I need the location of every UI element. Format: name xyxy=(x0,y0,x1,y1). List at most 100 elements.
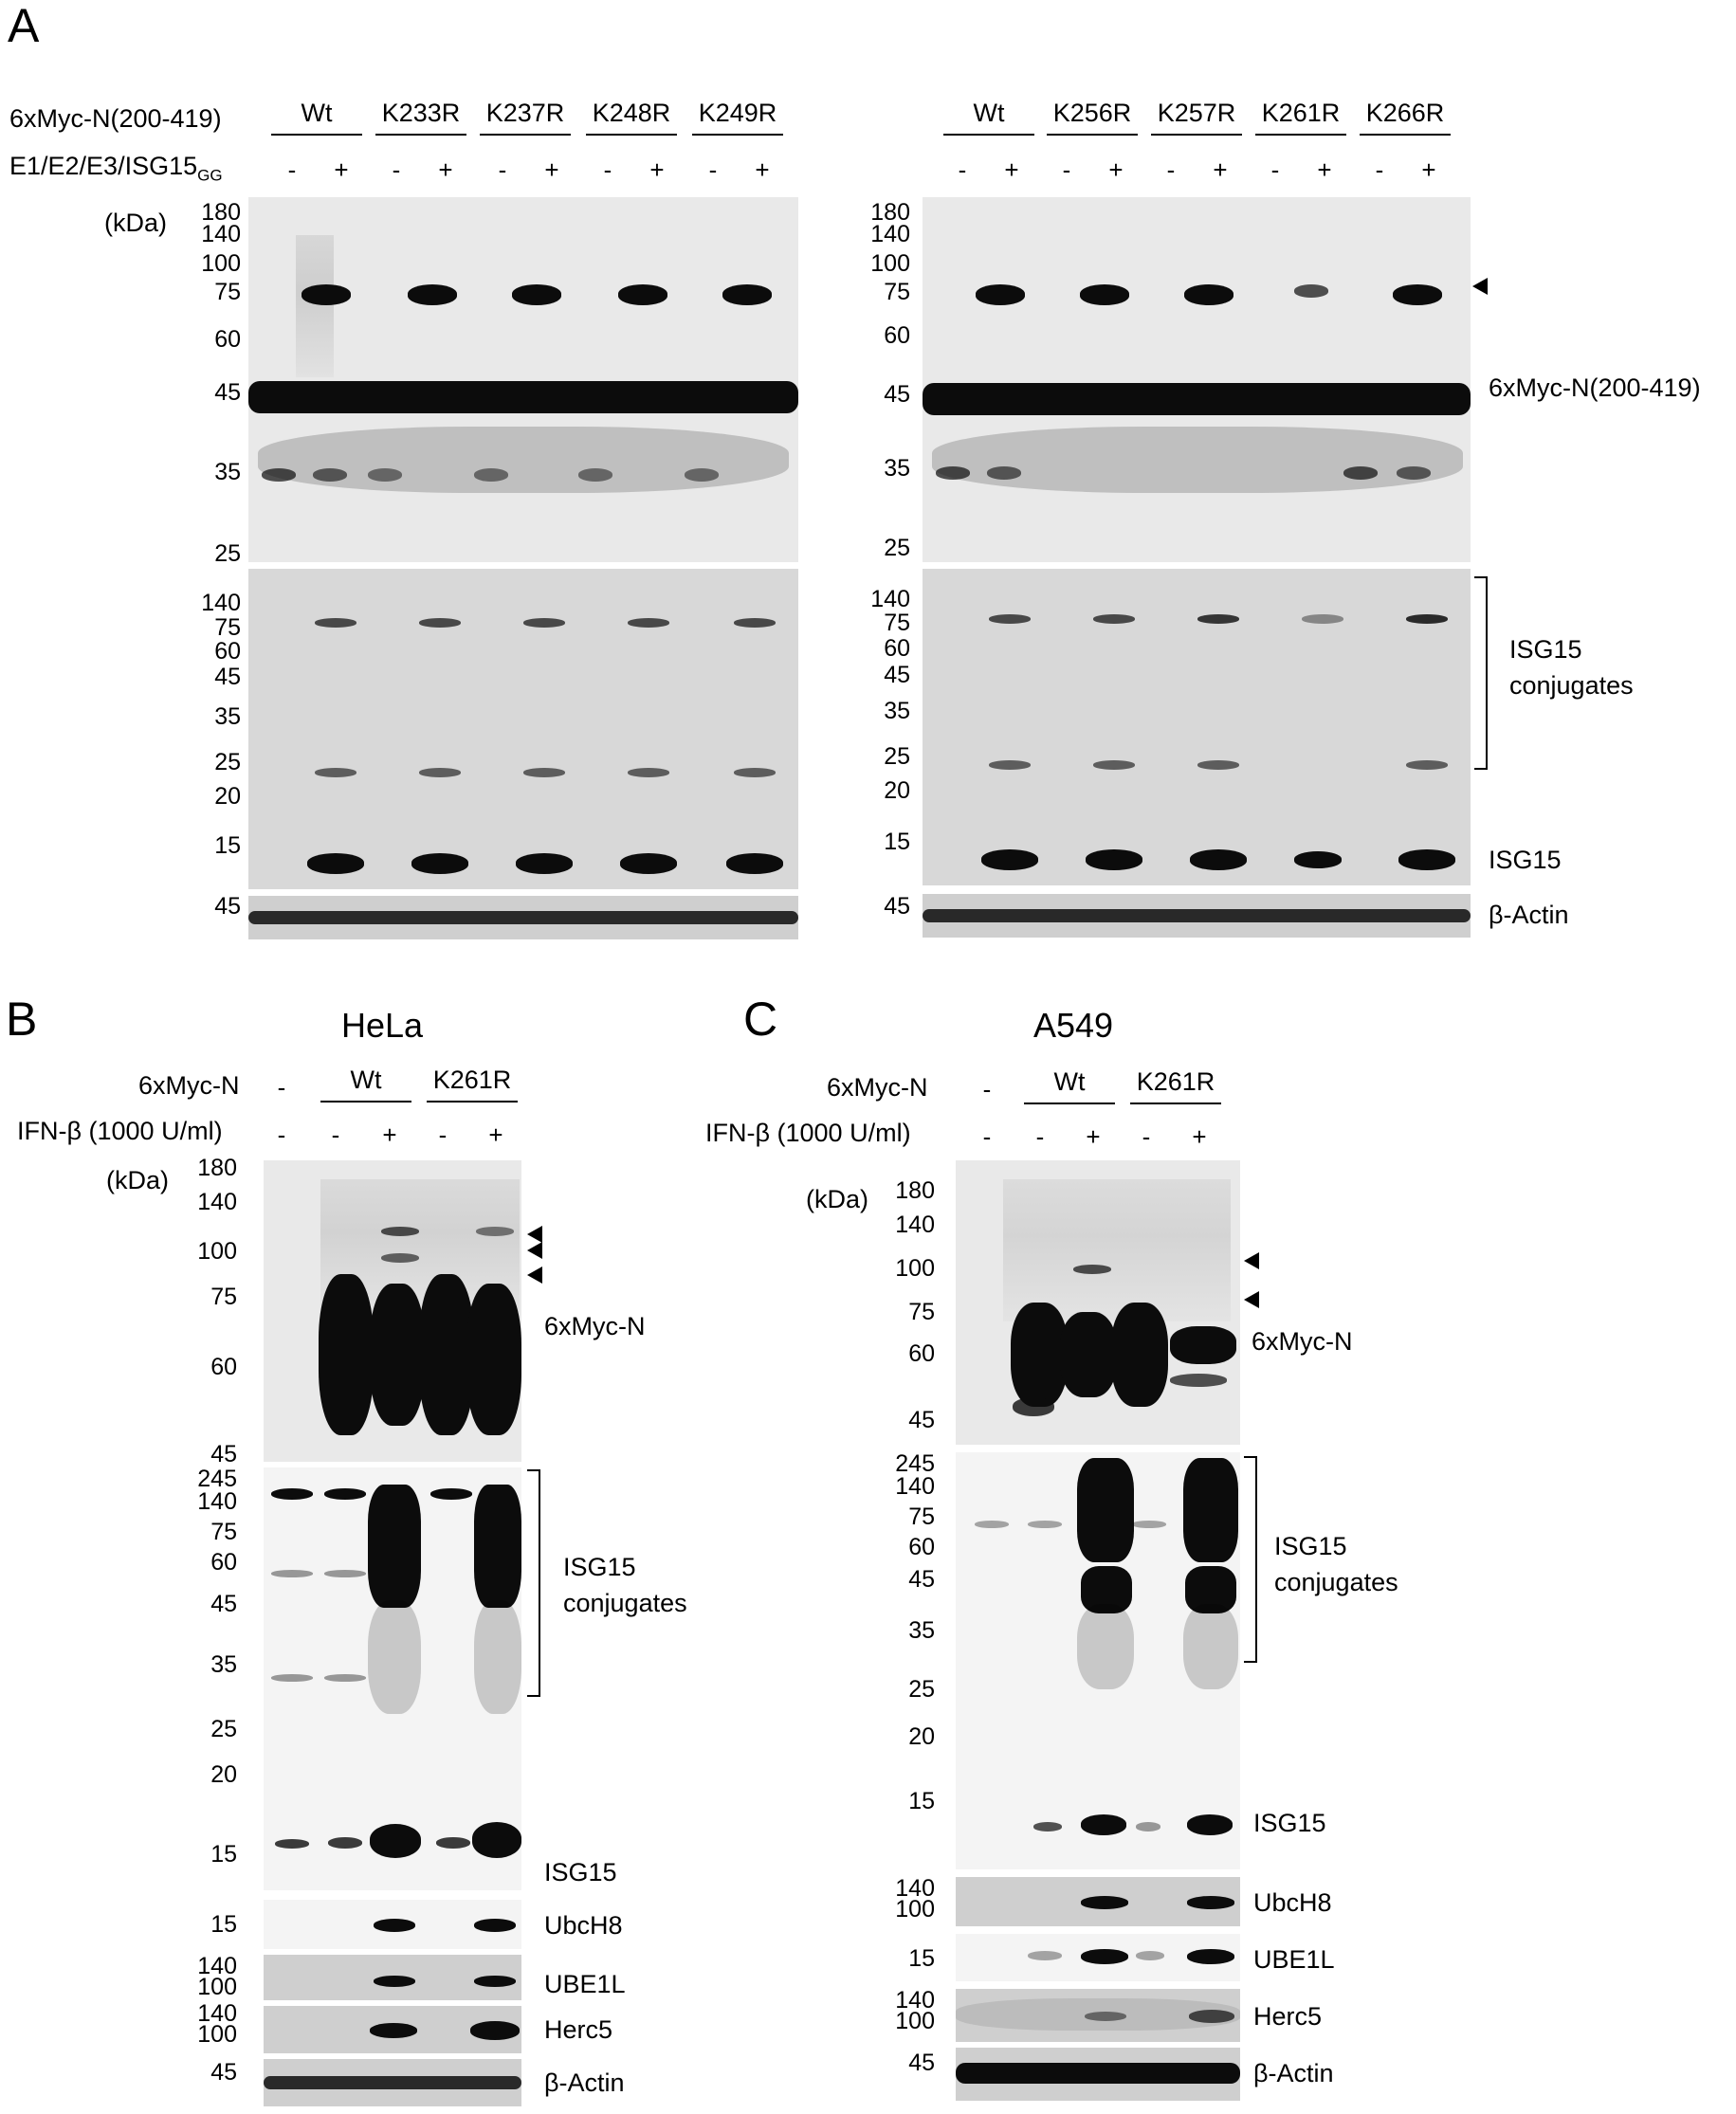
b-row2-label: IFN-β (1000 U/ml) xyxy=(17,1117,223,1145)
b-mw-75: 75 xyxy=(210,1284,237,1310)
c-sign-4: - xyxy=(1142,1122,1151,1151)
c-conj-label-2: conjugates xyxy=(1274,1568,1398,1596)
a-left-mw-180: 180 xyxy=(201,199,241,226)
b-conjugates-bracket xyxy=(527,1469,540,1697)
a-right-group-3: K257R xyxy=(1151,99,1242,136)
b-sign-3: + xyxy=(382,1121,397,1149)
c-row1-dash: - xyxy=(982,1075,992,1103)
c-isg15-label: ISG15 xyxy=(1253,1809,1326,1837)
a-right-mid-mw-45: 45 xyxy=(884,662,910,688)
c-conjugates-bracket xyxy=(1244,1456,1257,1663)
a-right-isg15-blot xyxy=(923,569,1471,885)
a-right-mw-180: 180 xyxy=(870,199,910,226)
b-conj-label-1: ISG15 xyxy=(563,1553,636,1581)
a-left-sign-8: + xyxy=(649,155,665,184)
a-left-mw-25: 25 xyxy=(214,540,241,567)
b-kda-label: (kDa) xyxy=(106,1166,169,1194)
a-left-mw-100: 100 xyxy=(201,250,241,277)
a-right-mid-mw-15: 15 xyxy=(884,829,910,855)
b-mid-mw-75: 75 xyxy=(210,1519,237,1545)
panel-label-a: A xyxy=(8,0,40,52)
a-right-sign-5: - xyxy=(1166,155,1176,184)
a-left-sign-2: + xyxy=(334,155,349,184)
c-isg15-blot xyxy=(956,1452,1240,1869)
c-ubch8-blot xyxy=(956,1877,1240,1926)
b-mw-140: 140 xyxy=(197,1189,237,1215)
b-title: HeLa xyxy=(341,1006,424,1045)
b-mw-180: 180 xyxy=(197,1155,237,1181)
b-ubch8-blot xyxy=(264,1900,521,1949)
a-right-actin-mw-45: 45 xyxy=(884,893,910,920)
c-myc-blot xyxy=(956,1160,1240,1445)
b-actin-mw-45: 45 xyxy=(210,2059,237,2086)
a-left-actin-mw-45: 45 xyxy=(214,893,241,920)
b-mw-100: 100 xyxy=(197,1238,237,1265)
panel-label-b: B xyxy=(6,993,38,1046)
a-right-actin-blot xyxy=(923,894,1471,938)
a-left-sign-4: + xyxy=(438,155,453,184)
b-mid-mw-245: 245 xyxy=(197,1466,237,1492)
c-group-wt: Wt xyxy=(1024,1067,1115,1104)
b-ube1l-blot xyxy=(264,1955,521,2000)
a-right-mid-mw-20: 20 xyxy=(884,777,910,804)
c-sign-5: + xyxy=(1192,1122,1207,1151)
a-left-group-3: K237R xyxy=(480,99,571,136)
a-right-group-1: Wt xyxy=(943,99,1034,136)
a-right-sign-10: + xyxy=(1421,155,1436,184)
a-right-mw-75: 75 xyxy=(884,279,910,305)
b-isg15-label: ISG15 xyxy=(544,1858,617,1886)
a-left-mid-mw-20: 20 xyxy=(214,783,241,810)
c-mid-mw-45: 45 xyxy=(908,1566,935,1593)
c-ube1l-blot xyxy=(956,1934,1240,1981)
a-right-sign-9: - xyxy=(1375,155,1384,184)
b-sign-1: - xyxy=(277,1121,286,1149)
a-right-mw-45: 45 xyxy=(884,381,910,408)
b-arrowhead-3 xyxy=(527,1267,542,1284)
b-ube1l-mw-100: 100 xyxy=(197,1974,237,2000)
a-left-mid-mw-45: 45 xyxy=(214,664,241,690)
c-mid-mw-245: 245 xyxy=(895,1450,935,1477)
b-arrowhead-2 xyxy=(527,1242,542,1259)
a-right-mid-mw-140: 140 xyxy=(870,586,910,612)
b-mid-mw-140: 140 xyxy=(197,1488,237,1515)
a-left-sign-9: - xyxy=(708,155,718,184)
a-isg15-label: ISG15 xyxy=(1489,846,1562,874)
c-actin-blot xyxy=(956,2048,1240,2101)
b-ubch8-mw-15: 15 xyxy=(210,1911,237,1938)
b-sign-2: - xyxy=(331,1121,340,1149)
c-mid-mw-20: 20 xyxy=(908,1723,935,1750)
b-conj-label-2: conjugates xyxy=(563,1589,687,1617)
b-ubch8-label: UbcH8 xyxy=(544,1911,623,1940)
c-mid-mw-75: 75 xyxy=(908,1503,935,1530)
a-right-sign-7: - xyxy=(1270,155,1280,184)
c-mid-mw-15: 15 xyxy=(908,1788,935,1814)
c-arrowhead-1 xyxy=(1244,1252,1259,1269)
a-actin-label: β-Actin xyxy=(1489,901,1569,929)
c-mid-mw-25: 25 xyxy=(908,1676,935,1703)
a-right-mid-mw-25: 25 xyxy=(884,743,910,770)
a-left-mid-mw-25: 25 xyxy=(214,749,241,775)
b-mw-45: 45 xyxy=(210,1441,237,1467)
a-left-group-1: Wt xyxy=(271,99,362,136)
a-right-sign-3: - xyxy=(1062,155,1071,184)
a-left-group-5: K249R xyxy=(692,99,783,136)
a-conjugates-bracket xyxy=(1474,576,1488,770)
c-group-k261r: K261R xyxy=(1130,1067,1221,1104)
a-left-mw-60: 60 xyxy=(214,326,241,353)
b-mid-mw-25: 25 xyxy=(210,1716,237,1742)
c-ube1l-label: UBE1L xyxy=(1253,1945,1335,1974)
a-left-mid-mw-60: 60 xyxy=(214,638,241,665)
c-kda-label: (kDa) xyxy=(806,1185,868,1213)
a-left-mid-mw-15: 15 xyxy=(214,832,241,859)
a-right-sign-4: + xyxy=(1108,155,1124,184)
b-ube1l-mw-140: 140 xyxy=(197,1953,237,1979)
c-ubch8-label: UbcH8 xyxy=(1253,1888,1332,1917)
c-arrowhead-2 xyxy=(1244,1291,1259,1308)
b-sign-5: + xyxy=(488,1121,503,1149)
b-arrowhead-1 xyxy=(527,1226,542,1243)
c-mw-45: 45 xyxy=(908,1407,935,1433)
c-sign-3: + xyxy=(1086,1122,1101,1151)
a-right-mw-60: 60 xyxy=(884,322,910,349)
b-mid-mw-20: 20 xyxy=(210,1761,237,1788)
b-herc5-mw-140: 140 xyxy=(197,2000,237,2027)
